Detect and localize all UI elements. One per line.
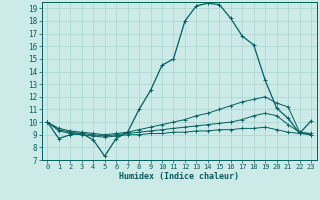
X-axis label: Humidex (Indice chaleur): Humidex (Indice chaleur) (119, 172, 239, 181)
